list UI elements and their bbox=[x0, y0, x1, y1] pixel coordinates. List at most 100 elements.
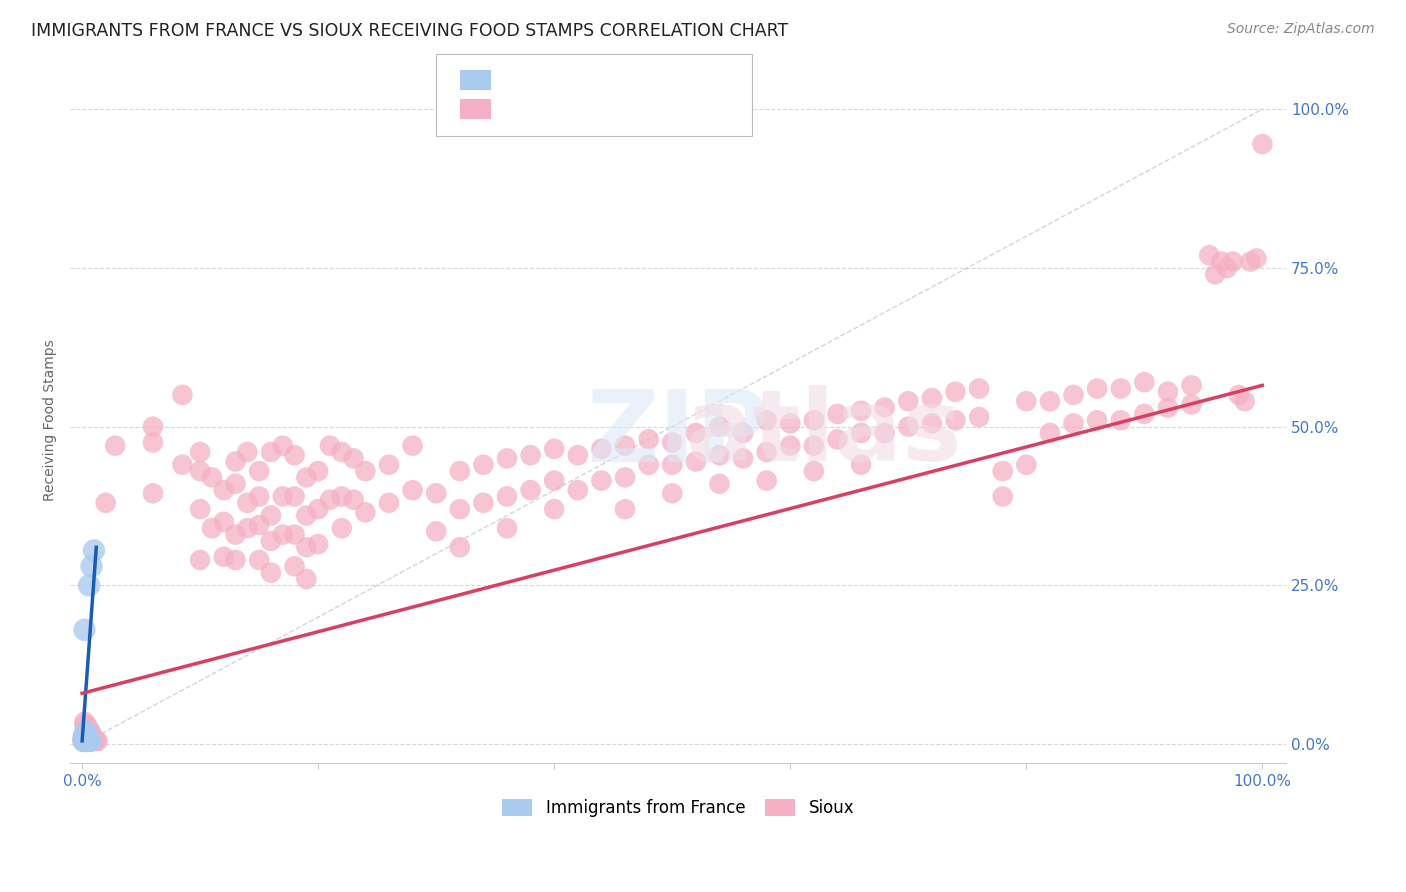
Point bbox=[188, 464, 211, 478]
Point bbox=[330, 445, 353, 459]
Point bbox=[342, 492, 364, 507]
Point bbox=[79, 727, 101, 741]
Point bbox=[637, 433, 659, 447]
Point bbox=[72, 734, 94, 748]
Point bbox=[803, 413, 825, 427]
Point bbox=[79, 734, 101, 748]
Point bbox=[73, 714, 96, 729]
Point bbox=[1157, 401, 1180, 415]
Point bbox=[1198, 248, 1220, 262]
Point bbox=[188, 553, 211, 567]
Text: R = 0.721    N = 133: R = 0.721 N = 133 bbox=[502, 100, 690, 118]
Point bbox=[307, 464, 329, 478]
Point bbox=[188, 502, 211, 516]
Point bbox=[1239, 254, 1261, 268]
Point bbox=[260, 445, 283, 459]
Point bbox=[496, 521, 519, 535]
Point bbox=[260, 533, 283, 548]
Point bbox=[76, 731, 98, 745]
Point bbox=[76, 734, 98, 748]
Point bbox=[212, 515, 235, 529]
Point bbox=[661, 458, 683, 472]
Point bbox=[142, 419, 165, 434]
Point bbox=[319, 439, 342, 453]
Point bbox=[849, 458, 872, 472]
Point bbox=[212, 549, 235, 564]
Text: atlas: atlas bbox=[686, 385, 962, 483]
Point bbox=[378, 458, 401, 472]
Point bbox=[83, 731, 105, 745]
Point bbox=[921, 391, 943, 405]
Point bbox=[685, 454, 707, 468]
Point bbox=[76, 718, 98, 732]
Point bbox=[73, 623, 96, 637]
Point bbox=[86, 734, 108, 748]
Point bbox=[75, 734, 97, 748]
Point bbox=[295, 541, 318, 555]
Point bbox=[319, 492, 342, 507]
Point bbox=[284, 490, 307, 504]
Point bbox=[709, 476, 731, 491]
Point bbox=[83, 734, 105, 748]
Point bbox=[472, 458, 495, 472]
Point bbox=[1233, 394, 1256, 409]
Point bbox=[77, 731, 100, 745]
Point bbox=[1109, 382, 1132, 396]
Y-axis label: Receiving Food Stamps: Receiving Food Stamps bbox=[44, 340, 58, 501]
Point bbox=[519, 483, 541, 497]
Point bbox=[307, 502, 329, 516]
Point bbox=[342, 451, 364, 466]
Point bbox=[1157, 384, 1180, 399]
Point bbox=[1109, 413, 1132, 427]
Point bbox=[77, 734, 100, 748]
Point bbox=[378, 496, 401, 510]
Point bbox=[425, 486, 447, 500]
Point bbox=[849, 403, 872, 417]
Point bbox=[897, 394, 920, 409]
Point bbox=[1015, 458, 1038, 472]
Point bbox=[77, 724, 100, 739]
Point bbox=[1085, 413, 1108, 427]
Point bbox=[79, 734, 101, 748]
Point bbox=[94, 496, 117, 510]
Point bbox=[1063, 388, 1085, 402]
Point bbox=[76, 727, 98, 741]
Text: Source: ZipAtlas.com: Source: ZipAtlas.com bbox=[1227, 22, 1375, 37]
Point bbox=[991, 490, 1014, 504]
Text: R = 0.672    N = 20: R = 0.672 N = 20 bbox=[502, 71, 678, 89]
Point bbox=[247, 464, 270, 478]
Point bbox=[873, 425, 896, 440]
Point bbox=[709, 419, 731, 434]
Point bbox=[614, 470, 637, 484]
Point bbox=[188, 445, 211, 459]
Point bbox=[330, 490, 353, 504]
Point bbox=[77, 721, 100, 735]
Point bbox=[84, 734, 107, 748]
Point bbox=[75, 734, 97, 748]
Point bbox=[449, 502, 471, 516]
Point bbox=[614, 502, 637, 516]
Point bbox=[637, 458, 659, 472]
Point bbox=[897, 419, 920, 434]
Point bbox=[1227, 388, 1250, 402]
Point bbox=[1216, 260, 1239, 275]
Point bbox=[1085, 382, 1108, 396]
Point bbox=[72, 731, 94, 745]
Point bbox=[567, 483, 589, 497]
Point bbox=[567, 448, 589, 462]
Point bbox=[591, 474, 613, 488]
Point bbox=[967, 410, 990, 425]
Point bbox=[73, 731, 96, 745]
Point bbox=[1133, 375, 1156, 389]
Point bbox=[284, 448, 307, 462]
Point bbox=[236, 496, 259, 510]
Point bbox=[225, 476, 247, 491]
Point bbox=[260, 566, 283, 580]
Point bbox=[201, 521, 224, 535]
Point bbox=[755, 413, 778, 427]
Point bbox=[295, 470, 318, 484]
Point bbox=[945, 413, 967, 427]
Point bbox=[77, 727, 100, 741]
Point bbox=[661, 486, 683, 500]
Point bbox=[945, 384, 967, 399]
